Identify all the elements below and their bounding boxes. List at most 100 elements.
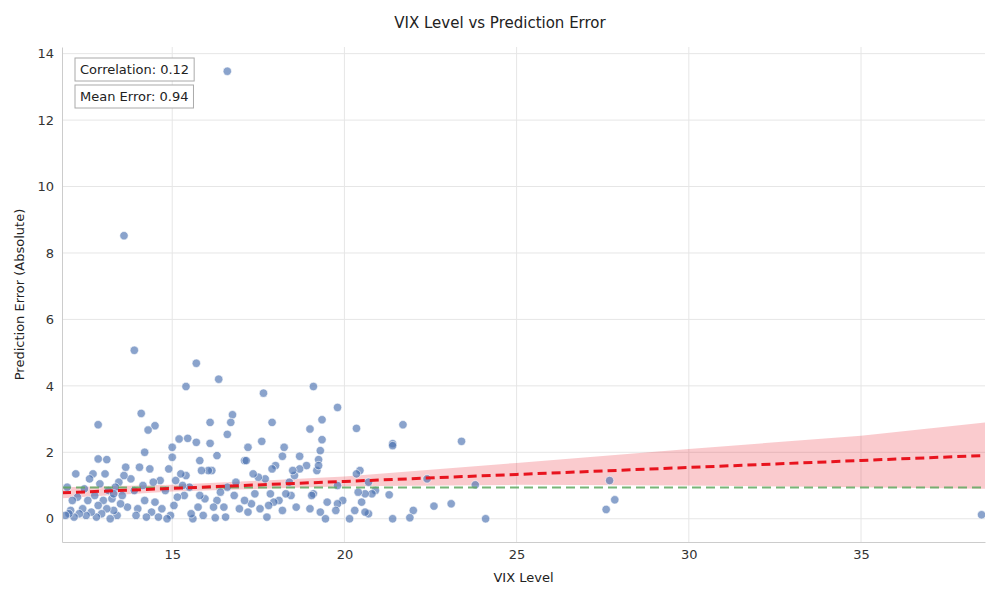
point	[385, 491, 393, 499]
point	[158, 505, 166, 513]
point	[135, 463, 143, 471]
plot-background	[62, 47, 985, 542]
point	[122, 463, 130, 471]
point	[447, 500, 455, 508]
point	[258, 437, 266, 445]
tick: 35	[853, 542, 870, 562]
point	[352, 470, 360, 478]
tick: 15	[164, 542, 181, 562]
point	[94, 501, 102, 509]
point	[84, 496, 92, 504]
tick-label: 30	[681, 547, 698, 562]
point	[196, 491, 204, 499]
grid	[62, 47, 985, 542]
point	[192, 438, 200, 446]
point	[295, 452, 303, 460]
point	[215, 375, 223, 383]
point	[146, 465, 154, 473]
grid-line	[62, 120, 985, 121]
point	[168, 443, 176, 451]
point	[101, 470, 109, 478]
tick: 12	[37, 113, 62, 128]
tick-label: 20	[337, 547, 354, 562]
point	[85, 475, 93, 483]
mean-line	[62, 487, 985, 489]
point	[316, 508, 324, 516]
point	[611, 496, 619, 504]
point	[187, 510, 195, 518]
point	[235, 505, 243, 513]
point	[68, 496, 76, 504]
x-axis: 15 20 25 30 35	[63, 542, 986, 562]
point	[220, 503, 228, 511]
point	[151, 498, 159, 506]
y-axis: 02468101214	[37, 46, 62, 542]
point	[140, 448, 148, 456]
point	[361, 508, 369, 516]
grid-line	[62, 186, 985, 187]
grid-line	[344, 47, 345, 542]
tick: 30	[681, 542, 698, 562]
confidence-band	[62, 422, 985, 498]
tick-label: 12	[37, 113, 54, 128]
point	[120, 231, 128, 239]
point	[216, 488, 224, 496]
axis-line	[63, 542, 986, 543]
tick: 4	[46, 379, 62, 394]
point	[132, 511, 140, 519]
point	[318, 416, 326, 424]
axis-line	[62, 48, 63, 543]
point	[309, 382, 317, 390]
point	[206, 439, 214, 447]
point	[352, 424, 360, 432]
point	[209, 503, 217, 511]
grid-line	[62, 319, 985, 320]
point	[318, 435, 326, 443]
point	[168, 453, 176, 461]
tick-label: 4	[46, 379, 54, 394]
point	[163, 515, 171, 523]
point	[242, 456, 250, 464]
tick: 10	[37, 179, 62, 194]
point	[268, 465, 276, 473]
point	[130, 346, 138, 354]
point	[316, 446, 324, 454]
point	[140, 496, 148, 504]
regression-line	[62, 455, 985, 492]
point	[345, 515, 353, 523]
point	[314, 461, 322, 469]
point	[249, 470, 257, 478]
point	[116, 500, 124, 508]
tick-label: 35	[853, 547, 870, 562]
tick-label: 15	[164, 547, 181, 562]
point	[977, 511, 985, 519]
x-axis-label: VIX Level	[493, 570, 553, 585]
point	[268, 418, 276, 426]
point	[196, 456, 204, 464]
point	[184, 434, 192, 442]
point	[170, 501, 178, 509]
tick: 8	[46, 246, 62, 261]
tick: 25	[509, 542, 526, 562]
point	[354, 488, 362, 496]
point	[192, 359, 200, 367]
point	[244, 508, 252, 516]
point	[278, 506, 286, 514]
point	[292, 503, 300, 511]
point	[256, 505, 264, 513]
point	[457, 437, 465, 445]
annotation-box	[75, 58, 194, 81]
point	[173, 493, 181, 501]
point	[206, 418, 214, 426]
tick-label: 6	[46, 312, 54, 327]
annotation: Correlation: 0.12	[75, 58, 194, 81]
point	[182, 382, 190, 390]
point	[230, 491, 238, 499]
point	[430, 502, 438, 510]
point	[306, 425, 314, 433]
y-axis-label: Prediction Error (Absolute)	[12, 209, 27, 381]
tick-label: 8	[46, 246, 54, 261]
point	[137, 409, 145, 417]
tick: 2	[46, 445, 62, 460]
point	[307, 491, 315, 499]
